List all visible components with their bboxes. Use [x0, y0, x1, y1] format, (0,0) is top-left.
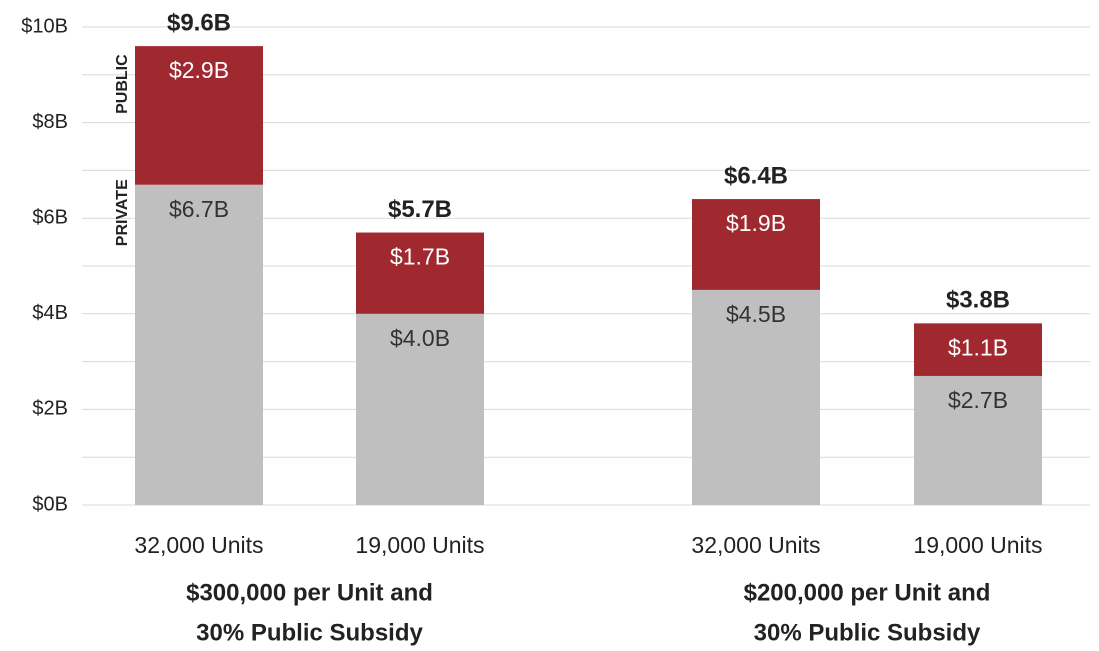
x-tick-label: 32,000 Units [691, 532, 820, 558]
series-name: PRIVATE [114, 179, 131, 246]
segment-label: $1.9B [726, 210, 786, 236]
y-tick-label: $2B [32, 398, 68, 420]
total-label: $6.4B [724, 162, 788, 189]
y-tick-label: $10B [21, 15, 68, 37]
y-tick-label: $8B [32, 111, 68, 133]
group-label: 30% Public Subsidy [754, 619, 981, 646]
bar-segment [914, 323, 1042, 376]
x-tick-label: 32,000 Units [134, 532, 263, 558]
group-label: $200,000 per Unit and [744, 579, 991, 606]
series-name: PUBLIC [114, 54, 131, 114]
group-label: $300,000 per Unit and [186, 579, 433, 606]
bar-segment [692, 199, 820, 290]
y-tick-label: $0B [32, 493, 68, 515]
segment-label: $1.7B [390, 244, 450, 270]
bar-segment [135, 46, 263, 185]
segment-label: $4.0B [390, 325, 450, 351]
bar-segment [356, 313, 484, 505]
segment-label: $1.1B [948, 334, 1008, 360]
segment-label: $2.7B [948, 387, 1008, 413]
segment-label: $4.5B [726, 301, 786, 327]
y-tick-label: $4B [32, 302, 68, 324]
bar-segment [135, 184, 263, 506]
total-label: $5.7B [388, 196, 452, 223]
total-label: $3.8B [946, 287, 1010, 314]
y-tick-label: $6B [32, 206, 68, 228]
segment-label: $6.7B [169, 196, 229, 222]
bar-segment [692, 289, 820, 505]
bar-segment [914, 375, 1042, 505]
x-tick-label: 19,000 Units [913, 532, 1042, 558]
x-tick-label: 19,000 Units [355, 532, 484, 558]
total-label: $9.6B [167, 9, 231, 36]
bar-segment [356, 232, 484, 314]
segment-label: $2.9B [169, 57, 229, 83]
group-label: 30% Public Subsidy [196, 619, 423, 646]
